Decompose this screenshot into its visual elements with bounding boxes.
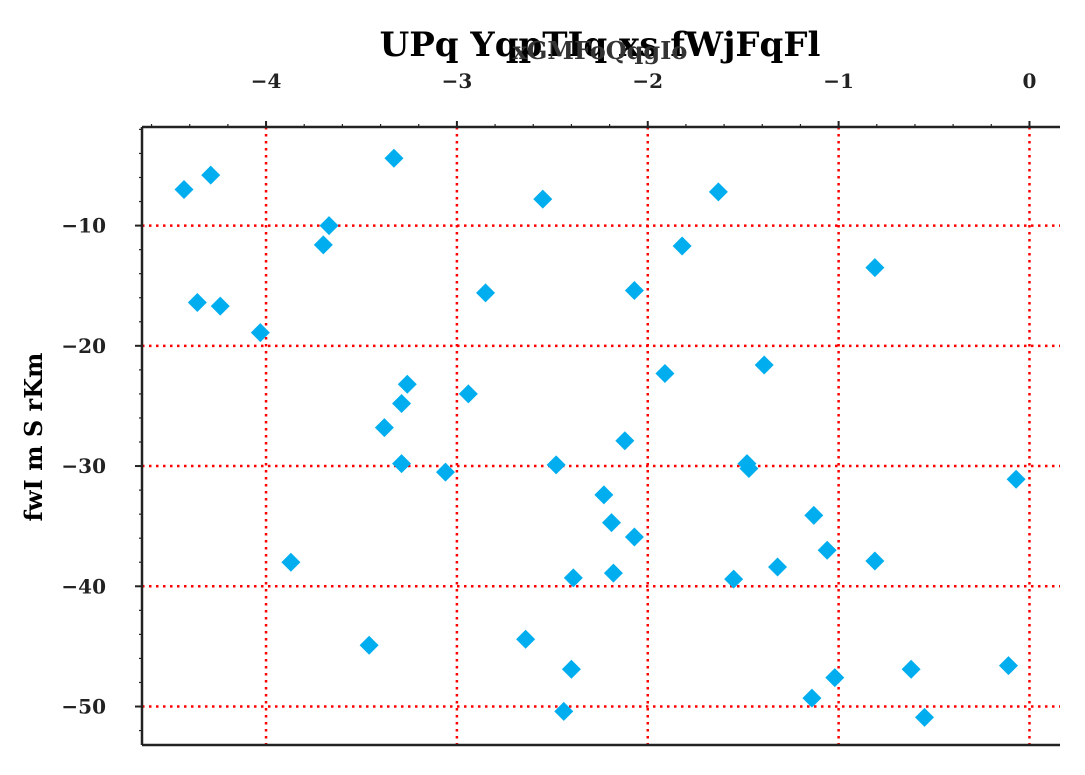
x-tick-label: −3: [442, 69, 473, 93]
data-point: [655, 363, 675, 383]
data-point: [998, 656, 1018, 676]
data-point: [561, 659, 581, 679]
data-point: [319, 216, 339, 236]
y-tick-label: −20: [61, 334, 106, 358]
data-point: [313, 235, 333, 255]
x-axis-label: xGMFoQqgIo: [513, 36, 688, 65]
axes: [140, 125, 1060, 747]
data-point: [435, 462, 455, 482]
y-tick-label: −10: [61, 214, 106, 238]
y-tick-label: −30: [61, 454, 106, 478]
data-point: [397, 374, 417, 394]
data-points: [174, 148, 1026, 727]
data-point: [250, 323, 270, 343]
data-point: [865, 551, 885, 571]
data-point: [476, 283, 496, 303]
data-point: [754, 355, 774, 375]
data-point: [724, 569, 744, 589]
x-tick-label: −1: [823, 69, 854, 93]
data-point: [708, 182, 728, 202]
tick-marks: −4 −3 −2 −1 0−10−20−30−40−50: [61, 69, 1037, 732]
x-tick-label: −4: [251, 69, 282, 93]
data-point: [594, 485, 614, 505]
data-point: [384, 148, 404, 168]
data-point: [601, 513, 621, 533]
data-point: [201, 165, 221, 185]
grid-lines: [142, 127, 1060, 745]
data-point: [281, 552, 301, 572]
data-point: [1006, 469, 1026, 489]
y-tick-label: −50: [61, 695, 106, 719]
data-point: [554, 701, 574, 721]
data-point: [533, 189, 553, 209]
data-point: [624, 527, 644, 547]
data-point: [802, 688, 822, 708]
data-point: [615, 431, 635, 451]
data-point: [603, 563, 623, 583]
data-point: [374, 418, 394, 438]
data-point: [672, 236, 692, 256]
y-tick-label: −40: [61, 574, 106, 598]
data-point: [825, 668, 845, 688]
data-point: [174, 180, 194, 200]
data-point: [187, 293, 207, 313]
data-point: [210, 296, 230, 316]
data-point: [546, 455, 566, 475]
data-point: [768, 557, 788, 577]
data-point: [739, 458, 759, 478]
data-point: [458, 384, 478, 404]
data-point: [516, 629, 536, 649]
data-point: [563, 568, 583, 588]
y-axis-label: fwI m S rKm: [19, 353, 48, 522]
data-point: [914, 707, 934, 727]
data-point: [865, 258, 885, 278]
data-point: [359, 635, 379, 655]
data-point: [804, 505, 824, 525]
data-point: [624, 281, 644, 301]
data-point: [817, 540, 837, 560]
x-tick-label: 0: [1023, 69, 1037, 93]
data-point: [392, 454, 412, 474]
data-point: [392, 394, 412, 414]
data-point: [901, 659, 921, 679]
chart-title: UPq YqpTIq xs fWjFqFl: [380, 25, 821, 65]
x-tick-label: −2: [632, 69, 663, 93]
